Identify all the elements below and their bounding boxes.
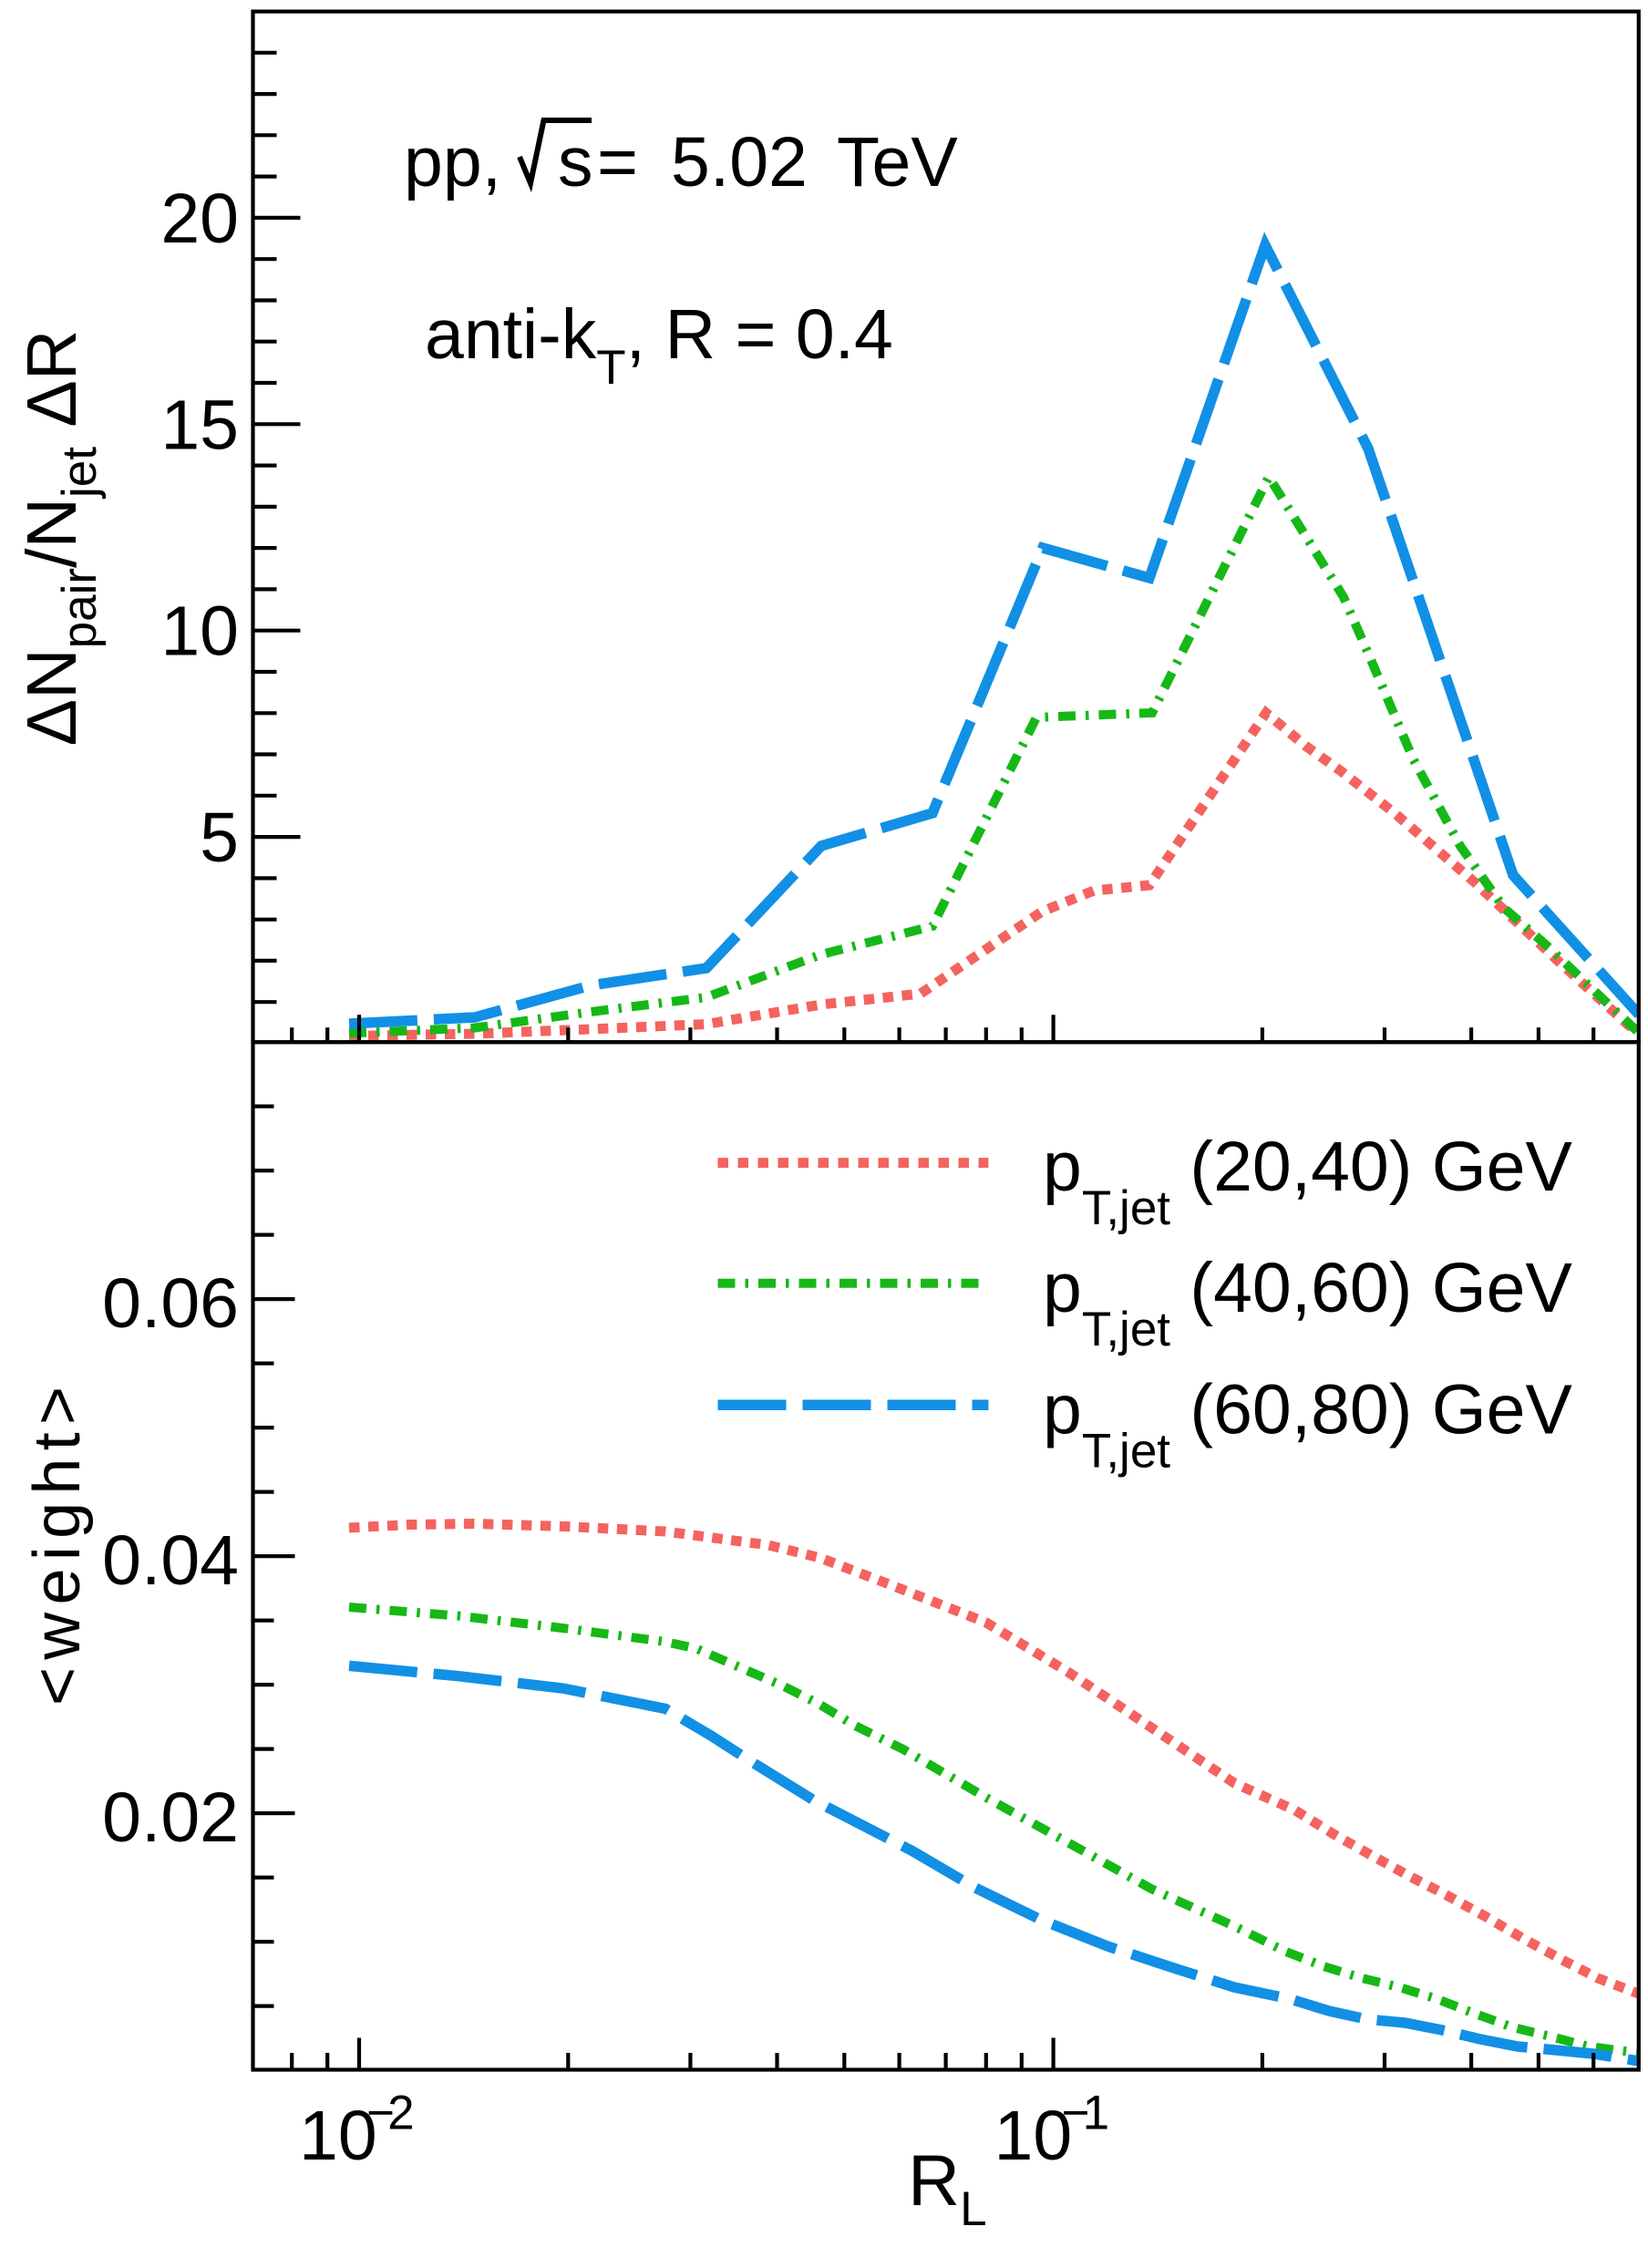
svg-text:20: 20 — [160, 180, 239, 258]
svg-text:pT,jet (40,60) GeV: pT,jet (40,60) GeV — [1043, 1249, 1573, 1356]
svg-text:0.04: 0.04 — [102, 1521, 239, 1600]
svg-text:ΔNpair/Njet ΔR: ΔNpair/Njet ΔR — [13, 330, 107, 747]
svg-text:15: 15 — [160, 386, 239, 464]
svg-text:TeV: TeV — [837, 123, 958, 201]
svg-text:10: 10 — [160, 593, 239, 671]
svg-text:s: s — [558, 123, 593, 201]
svg-text:=: = — [597, 123, 638, 201]
svg-text:0.02: 0.02 — [102, 1778, 239, 1857]
svg-text:pp,: pp, — [404, 123, 501, 201]
svg-text:0.06: 0.06 — [102, 1264, 239, 1343]
svg-text:5: 5 — [200, 799, 239, 877]
svg-text:5.02: 5.02 — [671, 123, 808, 201]
svg-text:pT,jet (60,80) GeV: pT,jet (60,80) GeV — [1043, 1370, 1573, 1478]
